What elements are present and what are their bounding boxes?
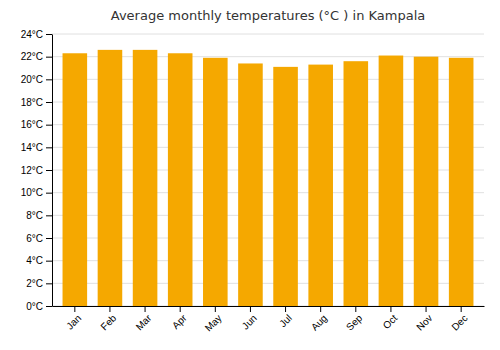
bar — [133, 50, 158, 306]
x-tick: Nov — [414, 306, 434, 333]
x-tick: Mar — [134, 306, 154, 332]
x-tick: Aug — [309, 306, 329, 333]
x-tick-label: May — [203, 312, 224, 333]
y-tick: 16°C — [21, 119, 52, 130]
x-tick: May — [203, 306, 224, 334]
y-tick-label: 2°C — [26, 278, 43, 289]
x-tick: Jul — [277, 306, 294, 329]
y-tick-label: 16°C — [21, 119, 43, 130]
x-tick: Oct — [381, 306, 400, 331]
bar — [168, 53, 193, 306]
bar — [344, 61, 369, 306]
y-tick: 24°C — [21, 29, 52, 40]
y-tick-mark — [46, 306, 52, 307]
bar — [203, 58, 228, 306]
x-tick: Jan — [64, 306, 83, 332]
x-tick: Sep — [344, 306, 365, 333]
x-tick-mark — [180, 306, 181, 312]
x-tick-mark — [250, 306, 251, 312]
x-tick-mark — [426, 306, 427, 312]
bar — [63, 53, 88, 306]
x-tick-label: Aug — [309, 312, 329, 332]
y-tick-mark — [46, 261, 52, 262]
y-tick: 0°C — [26, 301, 52, 312]
grid — [52, 34, 484, 306]
y-tick-mark — [46, 79, 52, 80]
x-tick-label: Jun — [240, 312, 259, 331]
grid-line — [52, 34, 484, 35]
y-tick-label: 0°C — [26, 301, 43, 312]
bar — [414, 57, 439, 306]
bar — [308, 65, 333, 306]
bar — [273, 67, 298, 306]
y-tick-mark — [46, 193, 52, 194]
x-tick-mark — [215, 306, 216, 312]
y-tick-label: 20°C — [21, 74, 43, 85]
x-tick-label: Sep — [344, 312, 365, 333]
y-tick-label: 24°C — [21, 29, 43, 40]
x-tick-mark — [285, 306, 286, 312]
y-tick-mark — [46, 147, 52, 148]
y-tick-label: 6°C — [26, 233, 43, 244]
y-tick: 18°C — [21, 97, 52, 108]
bar — [449, 58, 474, 306]
x-tick-label: Nov — [414, 312, 434, 332]
y-tick: 20°C — [21, 74, 52, 85]
y-tick-mark — [46, 125, 52, 126]
x-tick-mark — [109, 306, 110, 312]
chart: 0°C 2°C 4°C 6°C 8°C 10°C 12°C 14°C 16°C 18°C 20°C 2… — [0, 0, 500, 350]
x-tick: Dec — [449, 306, 469, 333]
x-tick: Jun — [240, 306, 259, 332]
y-tick: 2°C — [26, 278, 52, 289]
x-tick-label: Oct — [381, 312, 400, 331]
bar — [379, 56, 404, 306]
x-tick-mark — [390, 306, 391, 312]
y-tick: 12°C — [21, 165, 52, 176]
y-tick: 4°C — [26, 255, 52, 266]
x-tick-label: Jan — [64, 312, 83, 331]
x-tick-mark — [145, 306, 146, 312]
x-tick-label: Mar — [134, 312, 154, 332]
bars — [63, 50, 474, 306]
y-tick-label: 10°C — [21, 187, 43, 198]
y-tick-mark — [46, 102, 52, 103]
y-axis: 0°C 2°C 4°C 6°C 8°C 10°C 12°C 14°C 16°C 18°C 20°C 2… — [21, 29, 53, 312]
y-tick: 22°C — [21, 51, 52, 62]
x-tick-mark — [320, 306, 321, 312]
y-tick: 8°C — [26, 210, 52, 221]
y-tick-label: 14°C — [21, 142, 43, 153]
y-tick-mark — [46, 215, 52, 216]
x-tick: Feb — [98, 306, 118, 332]
x-tick-label: Apr — [170, 312, 189, 331]
x-tick-mark — [74, 306, 75, 312]
y-tick-mark — [46, 57, 52, 58]
y-tick-label: 22°C — [21, 51, 43, 62]
y-tick: 6°C — [26, 233, 52, 244]
y-tick: 14°C — [21, 142, 52, 153]
x-tick-label: Jul — [277, 312, 294, 329]
y-axis-line — [52, 35, 53, 307]
y-tick-mark — [46, 283, 52, 284]
x-tick-mark — [461, 306, 462, 312]
y-tick-label: 18°C — [21, 97, 43, 108]
bar — [238, 63, 263, 306]
y-tick-mark — [46, 170, 52, 171]
x-tick-label: Feb — [98, 312, 118, 332]
y-tick-mark — [46, 34, 52, 35]
x-axis: Jan Feb Mar Apr May Jun Jul Aug Sep Oct Nov Dec — [53, 306, 485, 334]
x-tick: Apr — [170, 306, 189, 331]
y-tick-mark — [46, 238, 52, 239]
bar — [98, 50, 123, 306]
x-tick-mark — [355, 306, 356, 312]
x-axis-line — [53, 306, 485, 307]
y-tick-label: 12°C — [21, 165, 43, 176]
y-tick-label: 8°C — [26, 210, 43, 221]
plot: 0°C 2°C 4°C 6°C 8°C 10°C 12°C 14°C 16°C 18°C 20°C 2… — [21, 29, 485, 334]
y-tick-label: 4°C — [26, 255, 43, 266]
title: Average monthly temperatures (°C ) in Ka… — [111, 8, 425, 23]
x-tick-label: Dec — [449, 312, 469, 332]
y-tick: 10°C — [21, 187, 52, 198]
